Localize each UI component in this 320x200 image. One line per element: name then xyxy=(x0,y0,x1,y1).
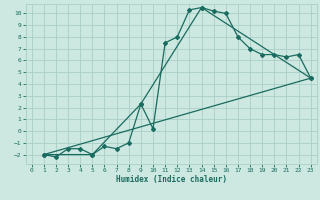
X-axis label: Humidex (Indice chaleur): Humidex (Indice chaleur) xyxy=(116,175,227,184)
